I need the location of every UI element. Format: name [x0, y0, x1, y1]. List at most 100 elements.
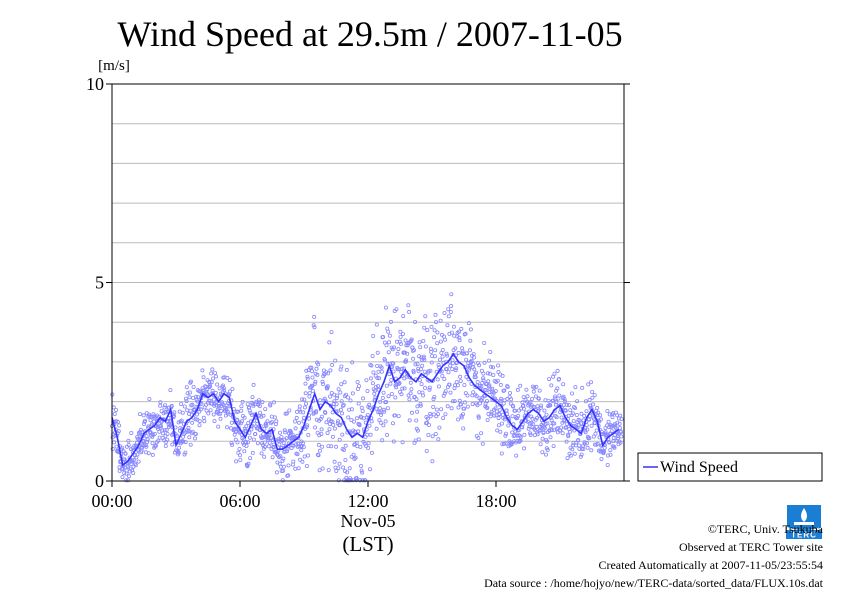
data-point [285, 449, 290, 454]
data-point [413, 362, 418, 367]
data-point [267, 432, 272, 437]
data-point [471, 362, 476, 367]
data-point [585, 445, 590, 450]
data-point [596, 410, 601, 415]
data-point [536, 396, 541, 401]
data-point [589, 380, 594, 385]
data-point [358, 463, 363, 468]
data-point [168, 388, 173, 393]
data-point [425, 416, 430, 421]
data-point [227, 378, 232, 383]
data-point [563, 408, 568, 413]
data-point [420, 363, 425, 368]
data-point [340, 432, 345, 437]
data-point [150, 434, 155, 439]
data-point [545, 439, 550, 444]
data-point [302, 405, 307, 410]
data-point [114, 407, 119, 412]
data-point [294, 415, 299, 420]
data-point [281, 464, 286, 469]
data-point [242, 449, 247, 454]
data-point [359, 468, 364, 473]
data-point [539, 403, 544, 408]
data-point [454, 361, 459, 366]
data-point [293, 466, 298, 471]
data-point [441, 416, 446, 421]
data-point [328, 368, 333, 373]
data-point [449, 292, 454, 297]
data-point [485, 417, 490, 422]
data-point [594, 428, 599, 433]
data-point [370, 381, 375, 386]
data-point [536, 408, 541, 413]
data-point [438, 318, 443, 323]
data-point [136, 459, 141, 464]
data-point [509, 397, 514, 402]
data-point [312, 325, 317, 330]
data-point [211, 376, 216, 381]
data-point [316, 362, 321, 367]
data-point [587, 397, 592, 402]
data-point [360, 470, 365, 475]
data-point [301, 410, 306, 415]
data-point [457, 398, 462, 403]
data-point [607, 440, 612, 445]
scatter-points [110, 292, 624, 483]
data-point [277, 442, 282, 447]
data-point [131, 470, 136, 475]
data-point [277, 430, 282, 435]
data-point [406, 393, 411, 398]
data-point [193, 417, 198, 422]
data-point [338, 390, 343, 395]
data-point [129, 430, 134, 435]
data-point [382, 340, 387, 345]
data-point [380, 438, 385, 443]
data-point [525, 394, 530, 399]
data-point [500, 373, 505, 378]
data-point [261, 432, 266, 437]
data-point [222, 388, 227, 393]
data-point [351, 452, 356, 457]
data-point [551, 444, 556, 449]
x-tick-label: 00:00 [91, 491, 132, 511]
data-point [426, 369, 431, 374]
data-point [152, 431, 157, 436]
data-point [411, 356, 416, 361]
data-point [356, 401, 361, 406]
data-point [541, 430, 546, 435]
data-point [531, 389, 536, 394]
data-point [409, 387, 414, 392]
data-point [330, 434, 335, 439]
data-point [408, 380, 413, 385]
data-point [279, 434, 284, 439]
data-point [590, 389, 595, 394]
data-point [453, 346, 458, 351]
data-point [126, 442, 131, 447]
data-point [271, 400, 276, 405]
data-point [418, 401, 423, 406]
data-point [443, 412, 448, 417]
data-point [595, 413, 600, 418]
data-point [433, 348, 438, 353]
data-point [599, 456, 604, 461]
data-point [335, 419, 340, 424]
data-point [317, 448, 322, 453]
data-point [122, 471, 127, 476]
data-point [571, 418, 576, 423]
data-point [377, 376, 382, 381]
data-point [467, 348, 472, 353]
data-point [427, 385, 432, 390]
data-point [319, 431, 324, 436]
data-point [262, 444, 267, 449]
data-point [256, 400, 261, 405]
data-point [430, 434, 435, 439]
data-point [391, 439, 396, 444]
data-point [431, 412, 436, 417]
data-point [408, 391, 413, 396]
data-point [417, 390, 422, 395]
data-point [141, 413, 146, 418]
data-point [347, 466, 352, 471]
data-point [238, 457, 243, 462]
data-point [405, 351, 410, 356]
data-point [486, 358, 491, 363]
